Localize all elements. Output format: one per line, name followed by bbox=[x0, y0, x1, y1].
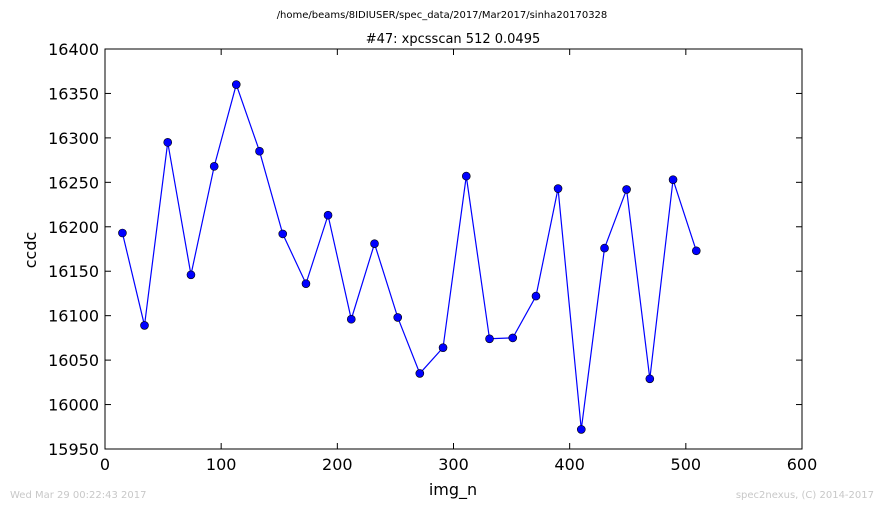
data-point bbox=[393, 313, 403, 322]
data-point bbox=[553, 184, 563, 193]
data-point bbox=[508, 333, 518, 343]
axis-ticks bbox=[104, 48, 803, 450]
x-tick-label: 600 bbox=[787, 455, 818, 474]
y-tick-label: 16050 bbox=[48, 351, 99, 370]
data-point bbox=[118, 228, 127, 238]
data-point bbox=[209, 162, 219, 171]
data-points bbox=[118, 80, 701, 434]
x-axis-label: img_n bbox=[429, 480, 477, 500]
data-point bbox=[231, 80, 241, 89]
y-tick-label: 16300 bbox=[48, 129, 99, 148]
series-line bbox=[121, 82, 697, 430]
y-axis-label: ccdc bbox=[21, 232, 40, 269]
y-tick-label: 16200 bbox=[48, 218, 99, 237]
footer-timestamp: Wed Mar 29 00:22:43 2017 bbox=[10, 490, 146, 501]
data-point bbox=[370, 239, 379, 248]
x-tick-label: 100 bbox=[206, 455, 237, 474]
file-path-suptitle: /home/beams/8IDIUSER/spec_data/2017/Mar2… bbox=[277, 10, 608, 21]
y-tick-label: 16150 bbox=[48, 262, 99, 281]
y-tick-label: 15950 bbox=[48, 440, 99, 459]
data-point bbox=[255, 146, 264, 156]
data-point bbox=[163, 138, 173, 147]
y-tick-label: 16250 bbox=[48, 173, 99, 192]
x-tick-label: 0 bbox=[100, 455, 110, 474]
x-tick-label: 500 bbox=[671, 455, 702, 474]
y-tick-label: 16350 bbox=[48, 84, 99, 103]
chart-title: #47: xpcsscan 512 0.0495 bbox=[366, 32, 541, 47]
data-point bbox=[485, 334, 494, 344]
data-point bbox=[323, 210, 333, 220]
x-tick-label: 400 bbox=[554, 455, 585, 474]
y-tick-label: 16000 bbox=[48, 396, 99, 415]
data-point bbox=[691, 246, 701, 256]
x-tick-label: 200 bbox=[322, 455, 353, 474]
data-point bbox=[140, 321, 149, 330]
y-tick-label: 16100 bbox=[48, 307, 99, 326]
data-point bbox=[622, 185, 631, 194]
x-tick-label: 300 bbox=[438, 455, 469, 474]
data-point bbox=[278, 229, 288, 239]
footer-credit: spec2nexus, (C) 2014-2017 bbox=[736, 490, 874, 501]
axis-tick-labels: 0 100 200 300 400 500 600 15950 16000 16050 16100 1… bbox=[48, 40, 817, 474]
data-point bbox=[301, 279, 311, 288]
data-point bbox=[438, 343, 448, 352]
data-point bbox=[576, 425, 586, 434]
data-point bbox=[346, 314, 356, 324]
data-point bbox=[645, 374, 655, 384]
data-point bbox=[415, 369, 425, 378]
data-point bbox=[668, 175, 678, 184]
data-point bbox=[186, 270, 196, 280]
data-point bbox=[531, 291, 541, 301]
data-point bbox=[600, 243, 609, 253]
data-point bbox=[461, 171, 471, 181]
y-tick-label: 16400 bbox=[48, 40, 99, 59]
